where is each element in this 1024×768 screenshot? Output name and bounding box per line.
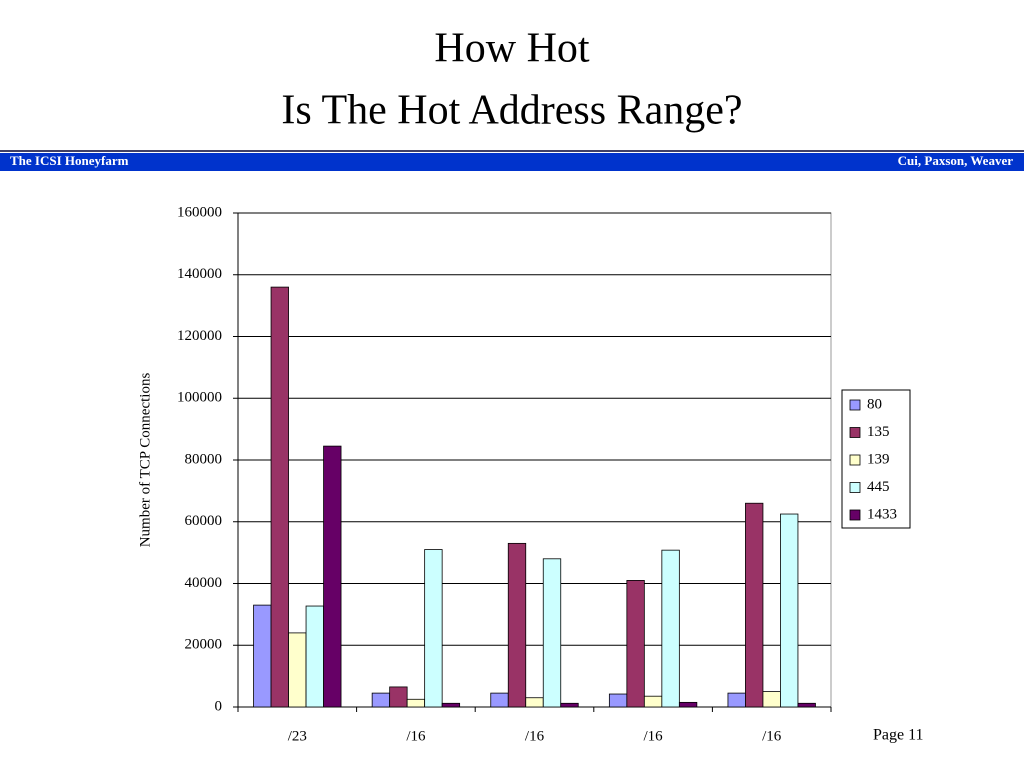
x-tick-label: /16: [406, 728, 426, 744]
x-tick-label: /16: [762, 728, 782, 744]
y-tick-label: 100000: [177, 390, 222, 406]
y-axis-title: Number of TCP Connections: [137, 373, 153, 548]
legend-label: 135: [867, 424, 890, 440]
legend-swatch: [849, 427, 861, 438]
legend-swatch: [849, 509, 861, 521]
y-tick-label: 120000: [177, 328, 222, 344]
banner-left: The ICSI Honeyfarm: [10, 153, 129, 168]
bar: [608, 693, 628, 708]
legend-swatch: [849, 399, 861, 411]
banner-right: Cui, Paxson, Weaver: [898, 153, 1014, 168]
bar: [270, 286, 289, 708]
bar: [626, 580, 645, 708]
slide-title: How Hot: [434, 26, 589, 72]
legend-swatch: [849, 482, 861, 493]
legend-swatch: [849, 454, 861, 466]
legend-label: 139: [867, 451, 890, 467]
bar: [441, 702, 461, 708]
bar: [406, 698, 426, 708]
bar: [389, 686, 408, 708]
bar: [661, 549, 680, 708]
bar: [643, 695, 663, 708]
bar: [507, 542, 527, 708]
bar: [305, 605, 324, 708]
legend-label: 1433: [867, 506, 897, 522]
bar: [542, 558, 562, 708]
bar: [727, 692, 746, 708]
bar: [678, 701, 698, 708]
bar: [323, 445, 342, 708]
y-tick-label: 20000: [185, 637, 223, 653]
bar: [253, 604, 272, 708]
y-tick-label: 60000: [185, 513, 223, 529]
bar: [797, 702, 816, 708]
legend-label: 445: [867, 479, 890, 495]
y-tick-label: 40000: [185, 575, 223, 591]
bar: [490, 692, 509, 708]
bar: [780, 513, 799, 708]
page-number: Page 11: [873, 727, 924, 744]
y-tick-label: 80000: [185, 451, 223, 467]
slide-title: Is The Hot Address Range?: [281, 88, 742, 134]
y-tick-label: 140000: [177, 266, 222, 282]
bar: [525, 697, 544, 708]
banner: [0, 153, 1024, 171]
bar: [288, 632, 307, 708]
x-tick-label: /16: [525, 728, 545, 744]
legend-label: 80: [867, 396, 882, 412]
bar: [371, 692, 391, 708]
bar: [745, 502, 764, 708]
x-tick-label: /16: [644, 728, 664, 744]
y-tick-label: 160000: [177, 204, 222, 220]
x-tick-label: /23: [288, 728, 307, 744]
bar: [424, 549, 443, 708]
y-tick-label: 0: [215, 698, 223, 714]
bar: [762, 691, 781, 708]
bar: [560, 702, 579, 708]
